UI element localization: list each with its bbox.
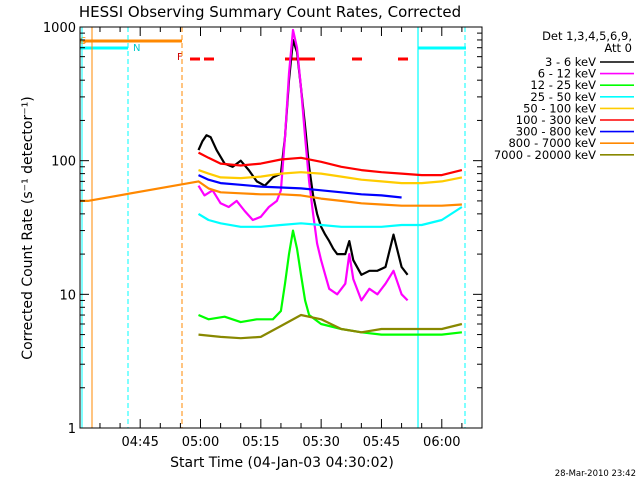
x-tick-label: 05:30 [302, 435, 339, 450]
series-line-2 [198, 229, 463, 336]
marker-night-label: N [133, 43, 140, 54]
series-line-1 [197, 28, 409, 302]
y-axis-label: Corrected Count Rate (s⁻¹ detector⁻¹) [20, 96, 36, 359]
chart-title: HESSI Observing Summary Count Rates, Cor… [79, 3, 461, 21]
legend-header-attenuator: Att 0 [604, 41, 632, 55]
y-tick-label: 1 [68, 422, 76, 437]
series-line-3 [197, 206, 463, 228]
y-tick-label: 1000 [43, 21, 76, 36]
axes: 1 10 100 1000 04:45 05:00 05:15 05:30 05:45 06:00 [43, 21, 483, 450]
x-tick-label: 05:45 [363, 435, 400, 450]
series-line-4 [198, 169, 463, 185]
plot-timestamp: 28-Mar-2010 23:42 [555, 469, 636, 479]
x-tick-label: 05:00 [182, 435, 219, 450]
legend-label-5: 100 - 300 keV [516, 113, 596, 127]
y-tick-label: 100 [51, 155, 76, 170]
legend-label-2: 12 - 25 keV [530, 78, 596, 92]
legend-label-7: 800 - 7000 keV [508, 136, 596, 150]
plot-area [80, 27, 466, 428]
legend-label-6: 300 - 800 keV [516, 125, 596, 139]
x-axis-label: Start Time (04-Jan-03 04:30:02) [170, 455, 394, 471]
x-tick-label: 06:00 [423, 435, 460, 450]
legend-label-8: 7000 - 20000 keV [494, 148, 596, 162]
series-line-8 [198, 313, 463, 340]
y-tick-label: 10 [59, 288, 76, 303]
series-line-5 [197, 151, 463, 177]
series-line-6 [198, 174, 402, 199]
marker-flare-label: F [177, 52, 183, 63]
series-line-7 [80, 180, 462, 207]
legend-header-detectors: Det 1,3,4,5,6,9, [542, 29, 632, 43]
legend-label-4: 50 - 100 keV [523, 101, 596, 115]
x-tick-label: 04:45 [121, 435, 158, 450]
legend-label-3: 25 - 50 keV [530, 90, 596, 104]
legend-label-1: 6 - 12 keV [538, 67, 596, 81]
x-tick-label: 05:15 [242, 435, 279, 450]
legend-label-0: 3 - 6 keV [545, 55, 596, 69]
plot-frame [79, 26, 483, 429]
